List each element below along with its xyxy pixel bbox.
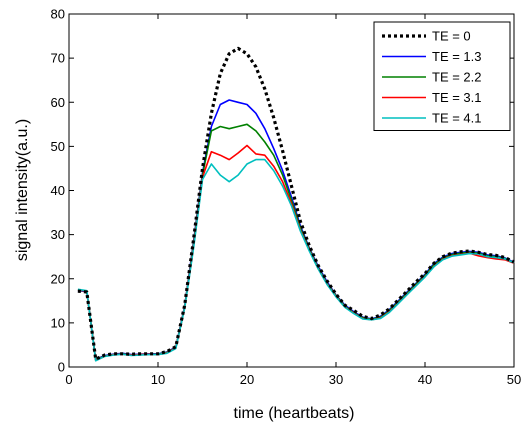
legend-label-3: TE = 3.1 bbox=[432, 90, 482, 105]
series-line-0 bbox=[77, 46, 515, 361]
y-tick-label: 0 bbox=[58, 360, 65, 375]
x-tick-label: 30 bbox=[329, 372, 343, 387]
y-tick-label: 70 bbox=[51, 51, 65, 66]
legend-label-0: TE = 0 bbox=[432, 29, 471, 44]
legend-label-2: TE = 2.2 bbox=[432, 70, 482, 85]
y-axis-label: signal intensity(a.u.) bbox=[14, 119, 31, 261]
legend-label-4: TE = 4.1 bbox=[432, 111, 482, 126]
y-tick-label: 50 bbox=[51, 139, 65, 154]
y-tick-label: 30 bbox=[51, 227, 65, 242]
x-tick-label: 50 bbox=[507, 372, 521, 387]
y-tick-label: 60 bbox=[51, 95, 65, 110]
x-tick-label: 10 bbox=[151, 372, 165, 387]
x-tick-label: 20 bbox=[240, 372, 254, 387]
y-tick-label: 20 bbox=[51, 271, 65, 286]
y-tick-label: 40 bbox=[51, 183, 65, 198]
legend: TE = 0 TE = 1.3 TE = 2.2 TE = 3.1 TE = 4.1 bbox=[373, 21, 511, 131]
x-tick-label: 40 bbox=[418, 372, 432, 387]
x-tick-label: 0 bbox=[65, 372, 72, 387]
y-tick-label: 10 bbox=[51, 315, 65, 330]
legend-label-1: TE = 1.3 bbox=[432, 49, 482, 64]
y-tick-label: 80 bbox=[51, 7, 65, 22]
x-axis-label: time (heartbeats) bbox=[234, 405, 355, 422]
